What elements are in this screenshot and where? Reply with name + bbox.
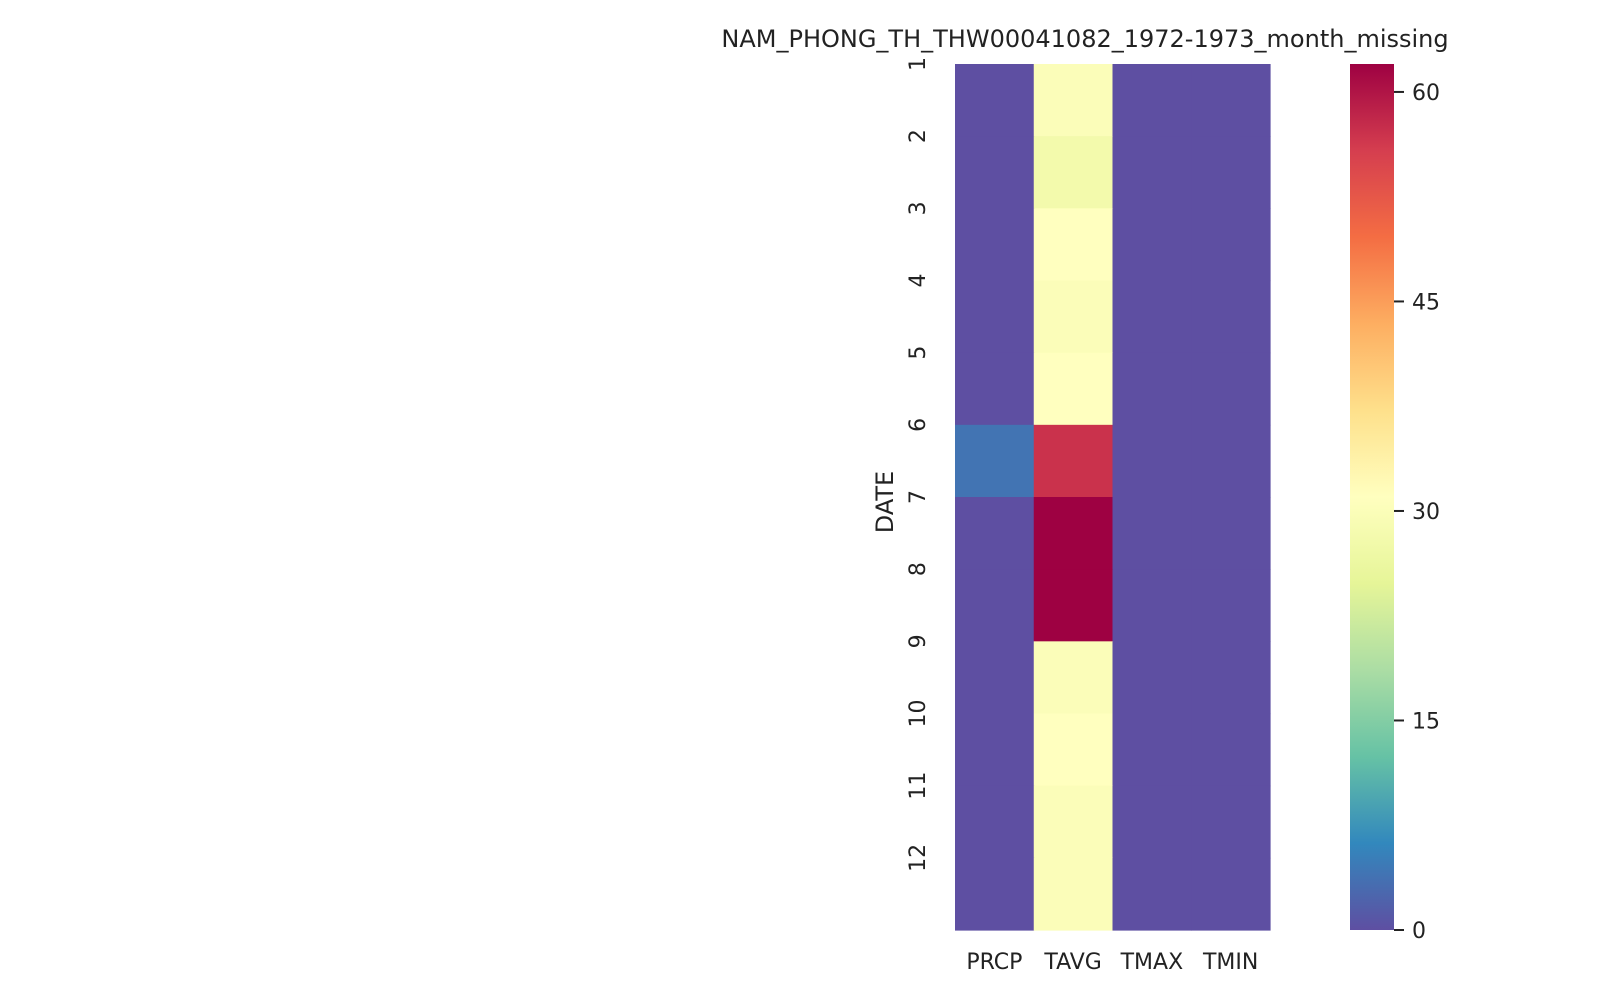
colorbar-tick-label: 45 [1412,290,1440,315]
column-tick-label: TMIN [1202,950,1258,975]
heatmap-cell-1-TAVG [1033,64,1114,137]
colorbar-ticks: 0 15 30 45 60 [1394,81,1440,944]
heatmap-cell-9-TMAX [1112,641,1192,715]
heatmap-cell-5-PRCP [955,352,1035,426]
heatmap-cell-10-PRCP [955,713,1035,787]
colorbar-tick-label: 30 [1412,500,1440,525]
heatmap-cell-7-TAVG [1033,497,1114,570]
column-tick-label: PRCP [966,950,1022,975]
y-axis-label: DATE [871,471,899,533]
heatmap-cell-11-TMIN [1191,785,1271,859]
heatmap-cell-11-TMAX [1112,785,1192,859]
heatmap-cell-1-TMAX [1112,64,1192,137]
heatmap-cell-4-PRCP [955,280,1035,354]
row-tick-label: 10 [906,700,931,728]
row-tick-label: 4 [906,274,931,288]
heatmap-cell-3-TMIN [1191,208,1271,282]
heatmap-cell-10-TMIN [1191,713,1271,787]
heatmap-cell-1-PRCP [955,64,1035,137]
row-tick-label: 6 [906,418,931,432]
row-tick-label: 3 [906,201,931,215]
row-tick-label: 11 [906,772,931,800]
heatmap-cell-3-TAVG [1033,208,1114,282]
heatmap-cell-3-PRCP [955,208,1035,282]
heatmap-cell-11-PRCP [955,785,1035,859]
column-tick-label: TAVG [1043,950,1101,975]
heatmap-cell-6-PRCP [955,424,1035,498]
heatmap-cell-5-TMAX [1112,352,1192,426]
heatmap-cell-5-TAVG [1033,352,1114,426]
row-tick-label: 2 [906,129,931,143]
heatmap-cell-12-TAVG [1033,857,1114,931]
heatmap-cell-1-TMIN [1191,64,1271,137]
heatmap-cell-6-TMAX [1112,424,1192,498]
colorbar-tick-label: 60 [1412,81,1440,106]
heatmap-cell-12-TMAX [1112,857,1192,931]
colorbar-tick-label: 0 [1412,919,1426,944]
heatmap-cell-12-TMIN [1191,857,1271,931]
column-tick-labels: PRCP TAVG TMAX TMIN [966,950,1258,975]
heatmap-cell-8-TMAX [1112,569,1192,642]
row-tick-label: 1 [906,57,931,71]
column-tick-label: TMAX [1120,950,1184,975]
colorbar [1350,64,1394,930]
heatmap-cell-11-TAVG [1033,785,1114,859]
colorbar-tick-label: 15 [1412,709,1440,734]
row-tick-label: 7 [906,490,931,504]
row-tick-label: 8 [906,562,931,576]
heatmap-cell-12-PRCP [955,857,1035,931]
heatmap-cell-4-TMAX [1112,280,1192,354]
row-tick-label: 5 [906,346,931,360]
heatmap-cell-2-PRCP [955,136,1035,209]
heatmap-cell-6-TAVG [1033,424,1114,498]
row-tick-label: 12 [906,844,931,872]
heatmap-cell-2-TMAX [1112,136,1192,209]
heatmap-cell-2-TMIN [1191,136,1271,209]
heatmap-cell-4-TAVG [1033,280,1114,354]
heatmap-cell-7-TMAX [1112,497,1192,570]
heatmap-cell-9-PRCP [955,641,1035,715]
heatmap-cell-10-TAVG [1033,713,1114,787]
heatmap-cells [955,64,1271,931]
heatmap-cell-7-TMIN [1191,497,1271,570]
heatmap-cell-10-TMAX [1112,713,1192,787]
heatmap-cell-2-TAVG [1033,136,1114,209]
heatmap-cell-8-TAVG [1033,569,1114,642]
heatmap-cell-4-TMIN [1191,280,1271,354]
row-tick-label: 9 [906,634,931,648]
heatmap-cell-6-TMIN [1191,424,1271,498]
heatmap-cell-8-PRCP [955,569,1035,642]
heatmap-cell-3-TMAX [1112,208,1192,282]
heatmap-cell-9-TAVG [1033,641,1114,715]
heatmap-cell-8-TMIN [1191,569,1271,642]
chart-title: NAM_PHONG_TH_THW00041082_1972-1973_month… [721,25,1448,53]
heatmap-cell-9-TMIN [1191,641,1271,715]
heatmap-cell-5-TMIN [1191,352,1271,426]
heatmap-cell-7-PRCP [955,497,1035,570]
